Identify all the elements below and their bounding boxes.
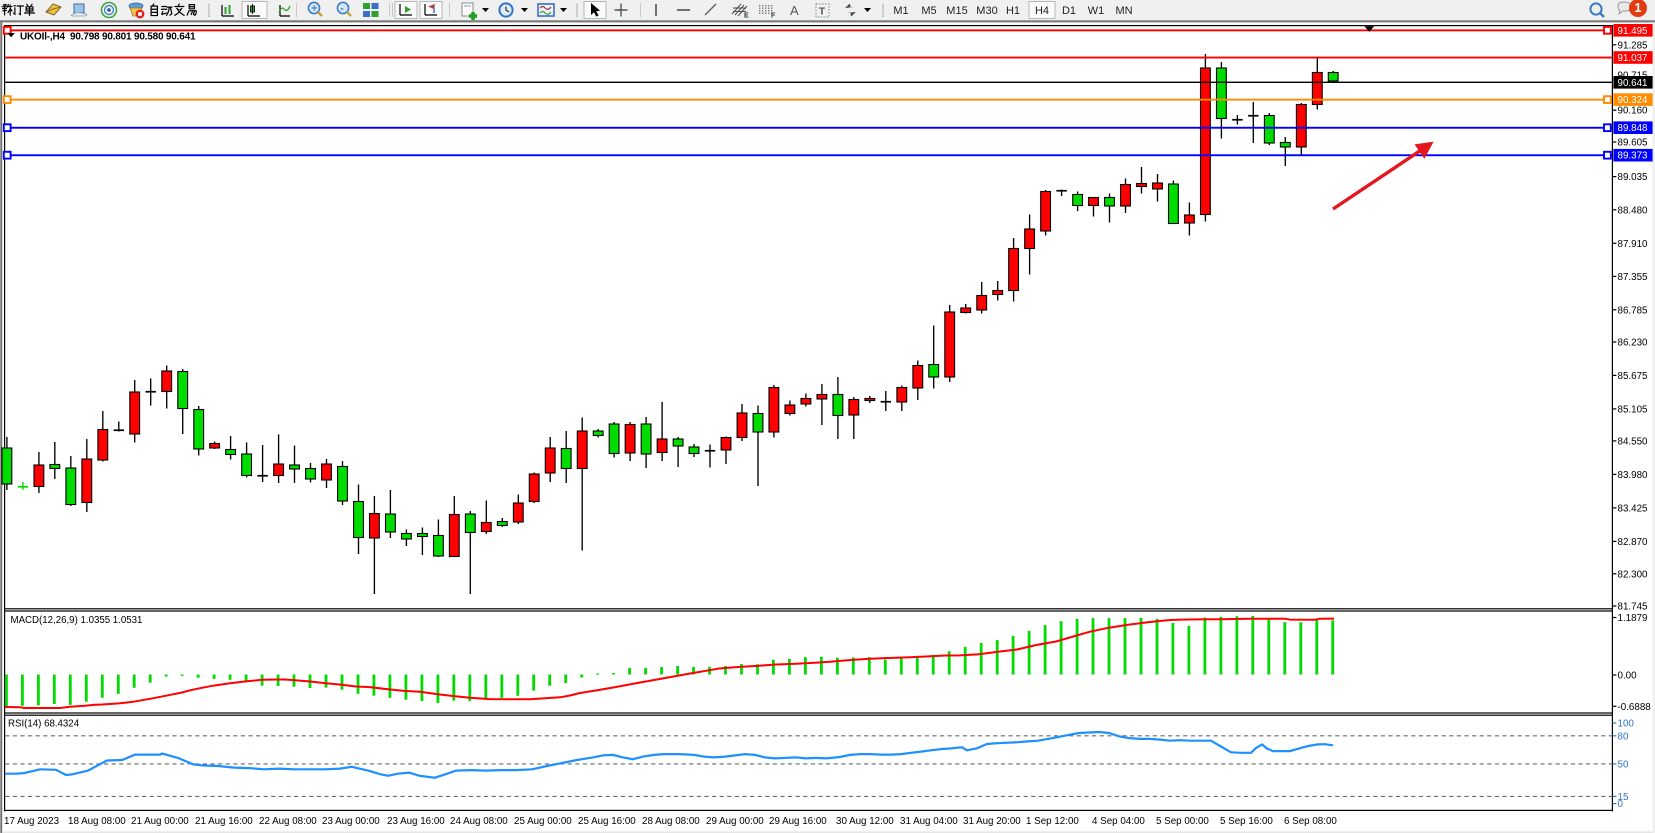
svg-text:28 Aug 08:00: 28 Aug 08:00 (642, 816, 700, 827)
svg-text:29 Aug 16:00: 29 Aug 16:00 (769, 816, 827, 827)
svg-text:-: - (340, 4, 343, 15)
svg-text:90.324: 90.324 (1618, 95, 1649, 106)
svg-text:25 Aug 00:00: 25 Aug 00:00 (514, 816, 572, 827)
svg-text:86.785: 86.785 (1618, 305, 1649, 316)
svg-text:88.480: 88.480 (1618, 205, 1649, 216)
svg-text:87.355: 87.355 (1618, 272, 1649, 283)
svg-text:0.00: 0.00 (1618, 671, 1638, 682)
svg-text:30 Aug 12:00: 30 Aug 12:00 (836, 816, 894, 827)
svg-text:89.035: 89.035 (1618, 172, 1649, 183)
svg-text:89.848: 89.848 (1618, 123, 1649, 134)
svg-text:F: F (771, 13, 776, 20)
svg-text:D1: D1 (1062, 5, 1076, 17)
svg-text:31 Aug 20:00: 31 Aug 20:00 (963, 816, 1021, 827)
svg-text:21 Aug 16:00: 21 Aug 16:00 (195, 816, 253, 827)
svg-text:0: 0 (1618, 799, 1624, 810)
svg-text:21 Aug 00:00: 21 Aug 00:00 (131, 816, 189, 827)
svg-text:5 Sep 16:00: 5 Sep 16:00 (1220, 816, 1273, 827)
svg-text:H1: H1 (1006, 5, 1020, 17)
svg-text:89.605: 89.605 (1618, 138, 1649, 149)
svg-text:1.1879: 1.1879 (1618, 613, 1648, 624)
svg-text:M30: M30 (976, 5, 997, 17)
svg-text:80: 80 (1618, 731, 1629, 742)
svg-text:89.373: 89.373 (1618, 151, 1649, 162)
svg-text:29 Aug 00:00: 29 Aug 00:00 (706, 816, 764, 827)
svg-text:81.745: 81.745 (1618, 602, 1649, 613)
svg-text:90.160: 90.160 (1618, 106, 1649, 117)
svg-text:91.037: 91.037 (1618, 53, 1648, 64)
svg-text:87.910: 87.910 (1618, 239, 1649, 250)
svg-text:RSI(14) 68.4324: RSI(14) 68.4324 (8, 719, 80, 730)
svg-text:-0.6888: -0.6888 (1618, 702, 1652, 713)
svg-text:90.641: 90.641 (1618, 78, 1648, 89)
svg-text:+: + (311, 4, 317, 15)
svg-text:91.495: 91.495 (1618, 26, 1649, 37)
svg-text:50: 50 (1618, 759, 1629, 770)
svg-text:1 Sep 12:00: 1 Sep 12:00 (1026, 816, 1079, 827)
svg-text:24 Aug 08:00: 24 Aug 08:00 (450, 816, 508, 827)
svg-text:22 Aug 08:00: 22 Aug 08:00 (259, 816, 317, 827)
svg-text:83.425: 83.425 (1618, 503, 1649, 514)
svg-text:E: E (744, 13, 749, 20)
svg-text:82.300: 82.300 (1618, 569, 1649, 580)
svg-text:84.550: 84.550 (1618, 436, 1649, 447)
svg-text:91.285: 91.285 (1618, 40, 1649, 51)
svg-text:23 Aug 00:00: 23 Aug 00:00 (322, 816, 380, 827)
svg-text:M5: M5 (921, 5, 936, 17)
svg-text:100: 100 (1618, 719, 1635, 730)
svg-text:6 Sep 08:00: 6 Sep 08:00 (1284, 816, 1337, 827)
svg-text:T: T (819, 6, 826, 18)
svg-text:5 Sep 00:00: 5 Sep 00:00 (1156, 816, 1209, 827)
svg-text:MN: MN (1115, 5, 1132, 17)
svg-text:UKOIl-,H4 90.798 90.801 90.58: UKOIl-,H4 90.798 90.801 90.580 90.641 (20, 32, 196, 43)
svg-text:4 Sep 04:00: 4 Sep 04:00 (1092, 816, 1145, 827)
svg-text:31 Aug 04:00: 31 Aug 04:00 (900, 816, 958, 827)
svg-text:86.230: 86.230 (1618, 338, 1649, 349)
svg-text:1: 1 (1635, 1, 1642, 15)
svg-text:83.980: 83.980 (1618, 470, 1649, 481)
svg-text:M15: M15 (946, 5, 967, 17)
svg-text:82.870: 82.870 (1618, 537, 1649, 548)
svg-text:15: 15 (1618, 792, 1629, 803)
svg-text:25 Aug 16:00: 25 Aug 16:00 (578, 816, 636, 827)
svg-text:A: A (790, 3, 799, 18)
svg-text:17 Aug 2023: 17 Aug 2023 (4, 816, 60, 827)
svg-text:W1: W1 (1088, 5, 1105, 17)
svg-text:M1: M1 (893, 5, 908, 17)
svg-text:85.105: 85.105 (1618, 404, 1649, 415)
svg-text:18 Aug 08:00: 18 Aug 08:00 (68, 816, 126, 827)
svg-text:85.675: 85.675 (1618, 371, 1649, 382)
svg-text:MACD(12,26,9) 1.0355 1.0531: MACD(12,26,9) 1.0355 1.0531 (11, 615, 143, 626)
svg-text:H4: H4 (1035, 5, 1049, 17)
svg-text:23 Aug 16:00: 23 Aug 16:00 (387, 816, 445, 827)
